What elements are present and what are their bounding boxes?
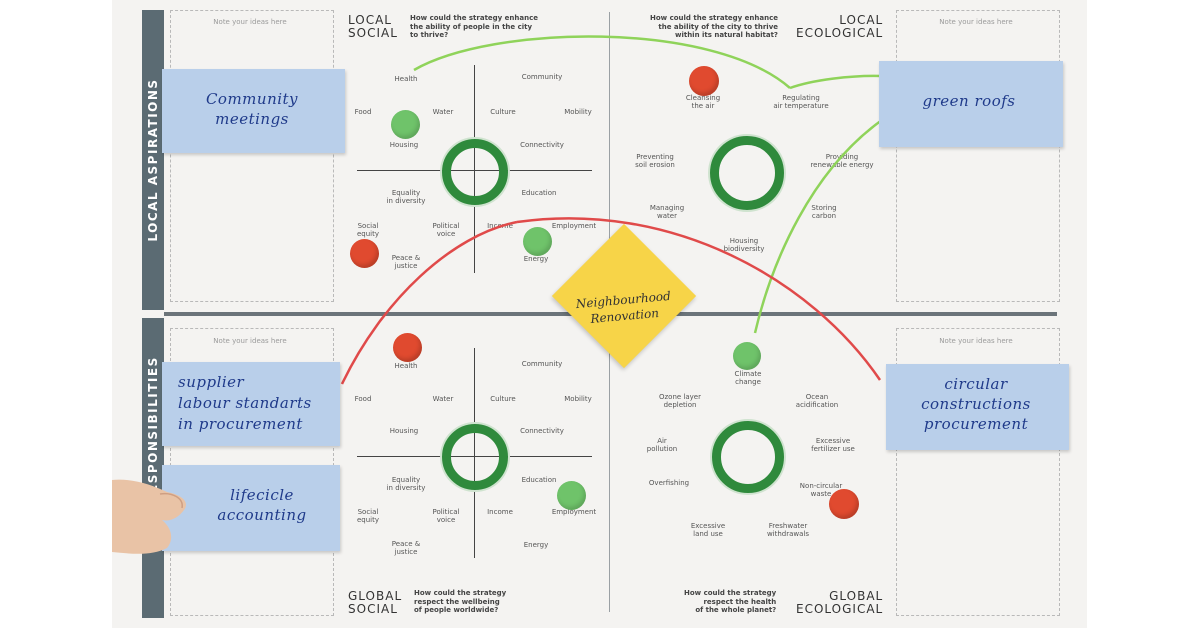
note-box-top-left[interactable] (170, 10, 334, 302)
green-dot-employment[interactable] (557, 481, 586, 510)
ls-label-education: Education (521, 189, 557, 197)
hand-image (112, 479, 187, 554)
ls-label-food: Food (354, 108, 372, 116)
note-hint: Note your ideas here (939, 18, 1013, 26)
red-dot-waste[interactable] (829, 489, 859, 519)
red-dot-cleansing-air[interactable] (689, 66, 719, 96)
ls-label-connectivity: Connectivity (520, 141, 564, 149)
ls-label-political-voice: Political voice (432, 222, 460, 238)
sticky-circular-text: circular constructions procurement (921, 375, 1031, 433)
green-connector-temperature-roofs (789, 74, 883, 90)
ge-label-ozone: Ozone layer depletion (659, 393, 701, 409)
red-connector-income-circular (516, 217, 882, 381)
gs-label-mobility: Mobility (564, 395, 592, 403)
note-hint: Note your ideas here (213, 18, 287, 26)
gs-label-employment: Employment (551, 508, 597, 516)
gs-label-community: Community (521, 360, 563, 368)
ls-label-peace: Peace & justice (391, 254, 421, 270)
gs-label-income: Income (487, 508, 513, 516)
gs-label-equality: Equality in diversity (386, 476, 426, 492)
connector-lines (340, 35, 883, 385)
ls-label-community: Community (521, 73, 563, 81)
le-label-preventing-erosion: Preventing soil erosion (635, 153, 675, 169)
le-label-regulating-temp: Regulating air temperature (773, 94, 829, 110)
gs-label-political-voice: Political voice (432, 508, 460, 524)
red-dot-social-equity[interactable] (350, 239, 379, 268)
sticky-supplier-text: supplier labour standarts in procurement (178, 373, 312, 433)
local-ecological-title: LOCAL ECOLOGICAL (796, 13, 884, 40)
sticky-lifecycle-text: lifecicle accounting (217, 486, 307, 524)
sticky-supplier-labour[interactable]: supplier labour standarts in procurement (162, 362, 340, 446)
ge-label-overfishing: Overfishing (648, 479, 690, 487)
le-label-managing-water: Managing water (649, 204, 685, 220)
ls-label-culture: Culture (490, 108, 516, 116)
sticky-circular-procurement[interactable]: circular constructions procurement (886, 364, 1069, 450)
le-label-housing-biodiversity: Housing biodiversity (723, 237, 765, 253)
local-social-title: LOCAL SOCIAL (348, 13, 398, 40)
le-label-cleansing-air: Cleansing the air (685, 94, 721, 110)
sticky-community-meetings[interactable]: Community meetings (162, 69, 345, 153)
sticky-green-roofs-text: green roofs (922, 92, 1016, 110)
ls-label-employment: Employment (551, 222, 597, 230)
ge-label-waste: Non-circular waste (799, 482, 843, 498)
ls-label-mobility: Mobility (564, 108, 592, 116)
ge-label-freshwater: Freshwater withdrawals (766, 522, 810, 538)
ge-label-ocean: Ocean acidification (795, 393, 839, 409)
gs-doughnut-ring (442, 424, 508, 490)
gs-label-housing: Housing (389, 427, 419, 435)
ge-label-land-use: Excessive land use (690, 522, 726, 538)
ls-doughnut-ring (442, 139, 508, 205)
global-social-title: GLOBAL SOCIAL (348, 589, 403, 616)
global-ecological-question: How could the strategy respect the health… (684, 589, 777, 614)
green-connector-health-temperature (413, 35, 791, 89)
gs-label-social-equity: Social equity (356, 508, 380, 524)
green-dot-housing[interactable] (391, 110, 420, 139)
le-label-storing-carbon: Storing carbon (811, 204, 837, 220)
ls-label-health: Health (394, 75, 418, 83)
band-local-aspirations (142, 10, 164, 310)
ls-label-water: Water (432, 108, 454, 116)
gs-label-culture: Culture (490, 395, 516, 403)
gs-label-water: Water (432, 395, 454, 403)
ls-label-energy: Energy (523, 255, 549, 263)
ge-label-climate-change: Climate change (734, 370, 762, 386)
gs-label-energy: Energy (523, 541, 549, 549)
local-ecological-question: How could the strategy enhance the abilit… (650, 14, 778, 39)
green-dot-energy[interactable] (523, 227, 552, 256)
sticky-green-roofs[interactable]: green roofs (879, 61, 1063, 147)
le-doughnut-ring (710, 136, 784, 210)
ge-label-air-pollution: Air pollution (646, 437, 678, 453)
green-connector-roofs-climate (753, 118, 883, 334)
ge-label-fertilizer: Excessive fertilizer use (811, 437, 855, 453)
sticky-community-text: Community meetings (205, 90, 299, 128)
doughnut-board: LOCAL ASPIRATIONS RESPONSIBILITIES Note … (112, 0, 1087, 628)
local-social-question: How could the strategy enhance the abilit… (410, 14, 538, 39)
ls-label-equality: Equality in diversity (386, 189, 426, 205)
gs-label-health: Health (394, 362, 418, 370)
gs-label-connectivity: Connectivity (520, 427, 564, 435)
note-hint: Note your ideas here (939, 337, 1013, 345)
gs-label-peace: Peace & justice (391, 540, 421, 556)
green-dot-climate[interactable] (733, 342, 761, 370)
note-hint: Note your ideas here (213, 337, 287, 345)
global-ecological-title: GLOBAL ECOLOGICAL (796, 589, 884, 616)
red-connector-supplier-income (340, 220, 518, 385)
gs-label-education: Education (521, 476, 557, 484)
note-box-top-right[interactable] (896, 10, 1060, 302)
ge-doughnut-ring (712, 421, 784, 493)
ls-label-social-equity: Social equity (356, 222, 380, 238)
ls-label-housing: Housing (389, 141, 419, 149)
global-social-question: How could the strategy respect the wellbe… (414, 589, 507, 614)
note-box-bottom-right[interactable] (896, 328, 1060, 616)
sticky-lifecycle-accounting[interactable]: lifecicle accounting (162, 465, 340, 551)
red-dot-health[interactable] (393, 333, 422, 362)
gs-label-food: Food (354, 395, 372, 403)
